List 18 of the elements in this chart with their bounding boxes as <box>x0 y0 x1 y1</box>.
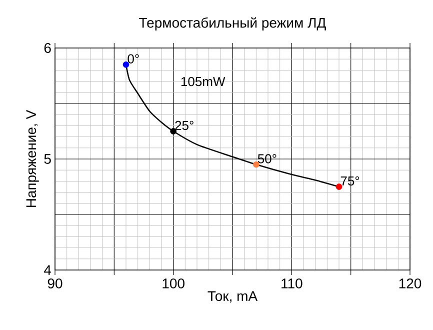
y-axis-title: Напряжение, V <box>26 110 39 207</box>
x-tick-label: 120 <box>399 278 422 288</box>
annotation: 25° <box>175 120 194 130</box>
annotation: 75° <box>340 176 360 186</box>
y-tick-label: 6 <box>44 43 51 53</box>
x-tick-label: 110 <box>282 278 302 288</box>
y-tick-label: 4 <box>44 265 52 275</box>
x-tick-label: 90 <box>48 278 62 288</box>
x-axis-title: Ток, mA <box>208 291 258 303</box>
point <box>252 161 260 168</box>
x-tick-label: 100 <box>162 278 184 288</box>
point <box>336 184 342 190</box>
chart-title: Термостабильный режим ЛД <box>139 17 326 31</box>
point <box>170 128 177 134</box>
annotation: 105mW <box>181 76 226 86</box>
annotation: 0° <box>128 54 139 64</box>
annotation: 50° <box>258 154 276 164</box>
y-tick-label: 5 <box>44 154 51 164</box>
